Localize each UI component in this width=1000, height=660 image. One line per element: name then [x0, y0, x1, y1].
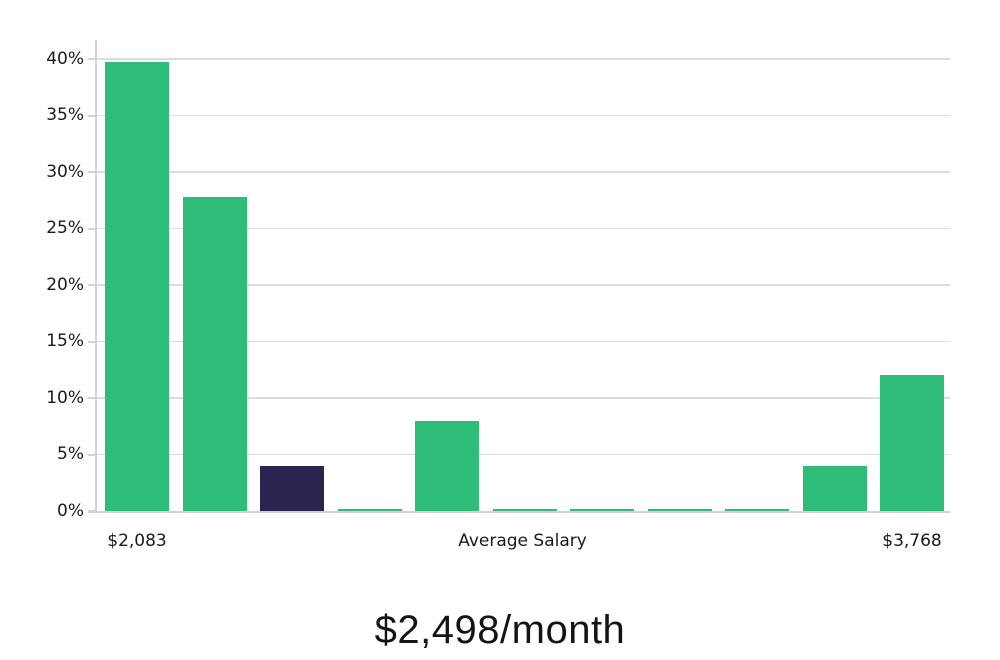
bar-2	[182, 196, 247, 511]
gridline-35pct	[95, 114, 950, 117]
gridline-25pct	[95, 227, 950, 230]
bar-1	[105, 62, 169, 511]
y-tick-10pct	[88, 397, 95, 399]
bar-10	[802, 465, 867, 511]
bar-8	[647, 508, 712, 511]
y-tick-35pct	[88, 114, 95, 117]
y-tick-label: 0%	[57, 500, 84, 521]
y-tick-label: 40%	[46, 48, 84, 69]
bar-7	[570, 508, 634, 511]
y-tick-30pct	[88, 171, 95, 173]
y-tick-label: 30%	[46, 161, 84, 182]
y-tick-label: 20%	[46, 274, 84, 295]
bar-6	[492, 508, 557, 511]
y-tick-20pct	[88, 284, 95, 286]
gridline-10pct	[95, 397, 950, 399]
gridline-5pct	[95, 453, 950, 456]
x-axis-label: Average Salary	[458, 531, 587, 551]
y-tick-label: 15%	[46, 331, 84, 351]
gridline-20pct	[95, 284, 950, 286]
x-axis-line	[88, 511, 950, 513]
gridline-30pct	[95, 171, 950, 173]
gridline-40pct	[95, 58, 950, 60]
y-tick-label: 5%	[57, 444, 84, 464]
y-tick-label: 10%	[46, 387, 84, 408]
y-axis-line	[95, 40, 97, 511]
y-tick-5pct	[88, 453, 95, 456]
bar-9	[725, 508, 789, 511]
y-tick-25pct	[88, 227, 95, 230]
bar-11	[880, 375, 944, 511]
bar-3	[260, 465, 324, 511]
gridline-15pct	[95, 340, 950, 343]
x-axis-label: $3,768	[882, 531, 942, 551]
y-tick-15pct	[88, 340, 95, 343]
y-tick-label: 25%	[46, 218, 84, 238]
bar-5	[415, 420, 479, 511]
bar-4	[337, 508, 402, 511]
x-axis-label: $2,083	[107, 531, 167, 551]
chart-title: $2,498/month	[374, 608, 626, 652]
y-tick-label: 35%	[46, 105, 84, 125]
y-tick-40pct	[88, 58, 95, 60]
